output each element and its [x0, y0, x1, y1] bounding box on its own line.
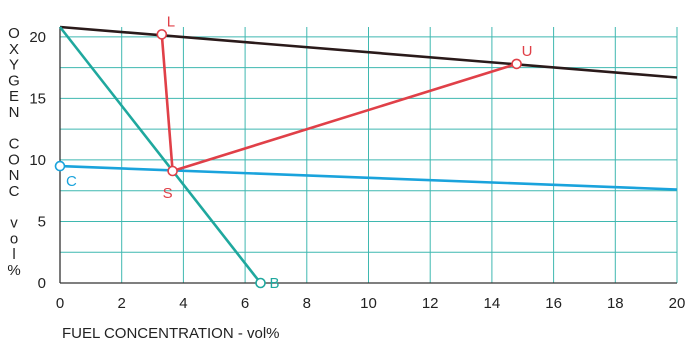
point-c-marker: [54, 160, 66, 172]
x-tick-label: 18: [607, 295, 624, 312]
y-label-letter: N: [9, 104, 20, 121]
y-tick-label: 15: [29, 90, 46, 107]
point-label-s: S: [163, 185, 173, 202]
y-label-letter: X: [9, 41, 19, 58]
point-u-marker: [511, 58, 522, 70]
y-label-letter: N: [9, 167, 20, 184]
y-label-letter: O: [8, 25, 20, 42]
point-label-b: B: [270, 275, 280, 292]
x-tick-label: 4: [179, 295, 187, 312]
series-line-3: [160, 34, 517, 173]
y-label-letter: Y: [9, 57, 19, 74]
y-tick-label: 20: [29, 29, 46, 46]
point-label-u: U: [522, 43, 533, 60]
x-tick-label: 8: [303, 295, 311, 312]
y-label-letter: o: [10, 230, 18, 247]
chart-axes: [59, 27, 677, 284]
x-tick-label: 0: [56, 295, 64, 312]
y-tick-label: 5: [38, 213, 46, 230]
x-tick-label: 10: [360, 295, 377, 312]
x-axis-label: FUEL CONCENTRATION - vol%: [62, 325, 280, 342]
y-label-letter: %: [7, 262, 20, 279]
y-label-letter: C: [9, 136, 20, 153]
chart-grid: [60, 27, 678, 283]
x-tick-label: 12: [422, 295, 439, 312]
x-tick-label: 14: [484, 295, 501, 312]
x-tick-label: 16: [545, 295, 562, 312]
point-label-l: L: [167, 13, 175, 30]
point-l-marker: [156, 29, 168, 40]
point-label-c: C: [66, 173, 77, 190]
point-b-marker: [255, 277, 266, 289]
x-tick-label: 6: [241, 295, 249, 312]
y-label-letter: E: [9, 88, 19, 105]
series-line-1: [59, 164, 678, 191]
point-s-marker: [167, 165, 178, 177]
y-tick-label: 0: [38, 275, 46, 292]
chart-points: L U S C B: [54, 13, 533, 292]
y-tick-label: 10: [29, 152, 46, 169]
y-label-letter: v: [10, 215, 18, 232]
y-label-letter: G: [8, 72, 20, 89]
y-label-letter: l: [12, 246, 15, 263]
y-label-letter: C: [9, 183, 20, 200]
chart-ticks: 0 2 4 6 8 10 12 14 16 18 20 0 5 10 15 20: [29, 29, 685, 312]
x-tick-label: 2: [118, 295, 126, 312]
x-tick-label: 20: [669, 295, 686, 312]
y-label-letter: O: [8, 151, 20, 168]
series-line-2: [58, 26, 262, 284]
